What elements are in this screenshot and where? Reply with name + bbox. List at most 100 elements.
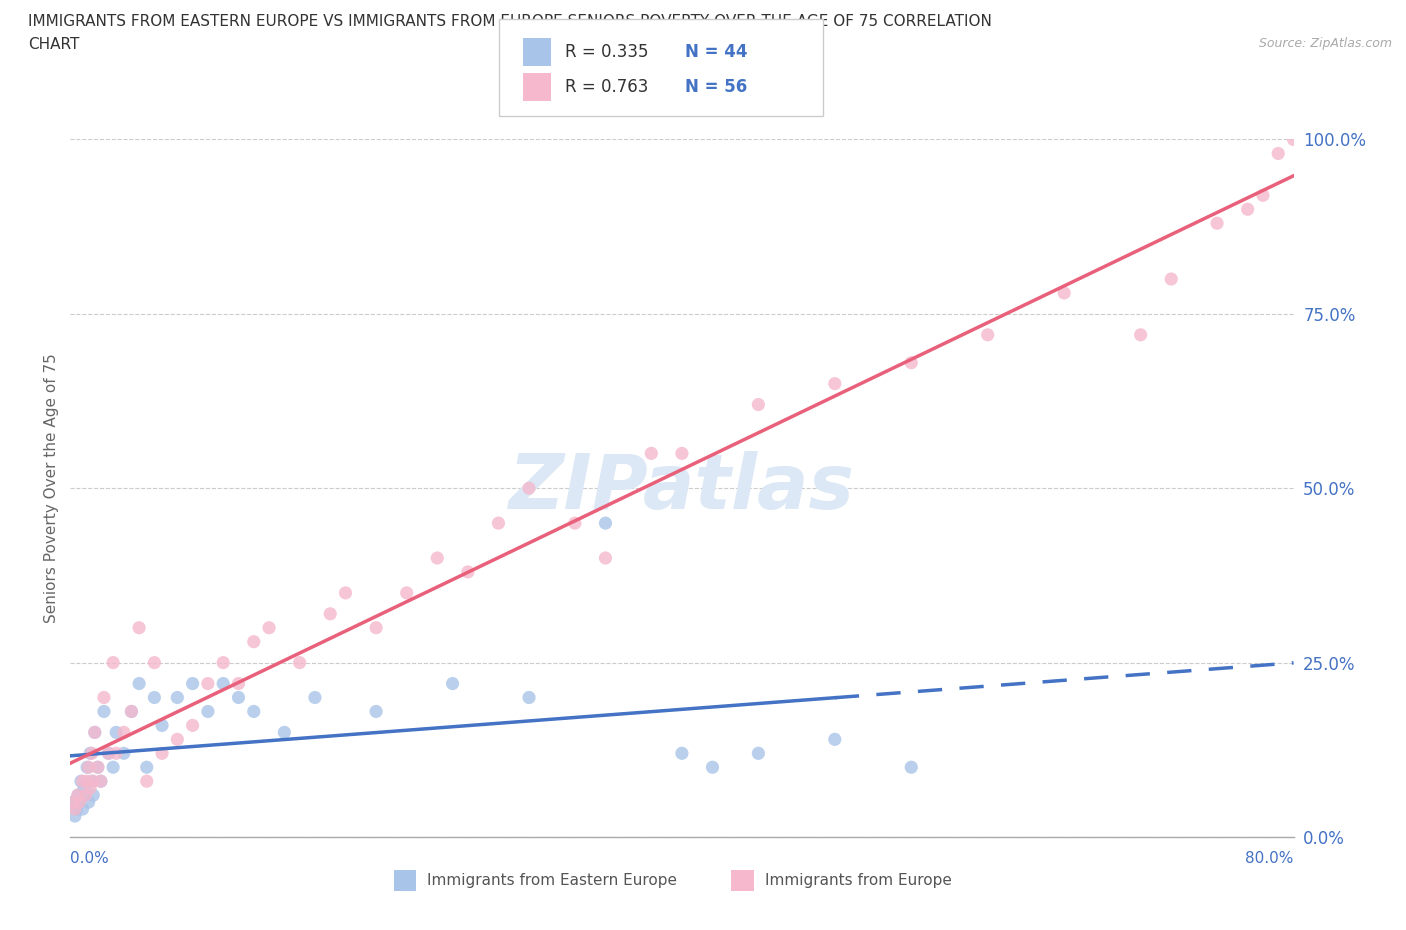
Point bbox=[105, 746, 128, 761]
Point bbox=[488, 515, 510, 530]
Point bbox=[143, 690, 166, 705]
Point bbox=[197, 704, 219, 719]
Point bbox=[143, 655, 166, 670]
Point bbox=[824, 732, 846, 747]
Point bbox=[62, 794, 84, 809]
Point bbox=[517, 690, 540, 705]
Point bbox=[1160, 272, 1182, 286]
Point bbox=[181, 718, 204, 733]
Point bbox=[335, 586, 357, 601]
Point bbox=[702, 760, 724, 775]
Point bbox=[1282, 132, 1305, 147]
Point bbox=[257, 620, 280, 635]
Text: R = 0.335: R = 0.335 bbox=[565, 44, 648, 61]
Point bbox=[83, 725, 105, 740]
Point bbox=[319, 606, 342, 621]
Point bbox=[212, 676, 235, 691]
Point bbox=[197, 676, 219, 691]
Point bbox=[181, 676, 204, 691]
Point bbox=[93, 690, 115, 705]
Point bbox=[77, 794, 100, 809]
Point bbox=[112, 725, 135, 740]
Point bbox=[101, 760, 124, 775]
Point bbox=[72, 774, 94, 789]
Point bbox=[66, 788, 89, 803]
Point bbox=[166, 690, 188, 705]
Point bbox=[517, 481, 540, 496]
Point bbox=[63, 809, 86, 824]
Point bbox=[80, 774, 103, 789]
Point bbox=[243, 634, 266, 649]
Point bbox=[166, 732, 188, 747]
Point bbox=[87, 760, 110, 775]
Text: Immigrants from Eastern Europe: Immigrants from Eastern Europe bbox=[427, 873, 678, 888]
Point bbox=[366, 704, 388, 719]
Point bbox=[87, 760, 110, 775]
Point bbox=[72, 802, 94, 817]
Point bbox=[273, 725, 295, 740]
Point bbox=[1267, 146, 1289, 161]
Point bbox=[1251, 188, 1274, 203]
Point bbox=[97, 746, 120, 761]
Point bbox=[70, 774, 93, 789]
Point bbox=[101, 655, 124, 670]
Text: CHART: CHART bbox=[28, 37, 80, 52]
Point bbox=[304, 690, 326, 705]
Point bbox=[671, 746, 693, 761]
Point bbox=[1053, 286, 1076, 300]
Point bbox=[564, 515, 586, 530]
Text: 0.0%: 0.0% bbox=[70, 851, 110, 866]
Point bbox=[93, 704, 115, 719]
Point bbox=[69, 794, 91, 809]
Point bbox=[595, 551, 617, 565]
Point bbox=[63, 802, 86, 817]
Text: IMMIGRANTS FROM EASTERN EUROPE VS IMMIGRANTS FROM EUROPE SENIORS POVERTY OVER TH: IMMIGRANTS FROM EASTERN EUROPE VS IMMIGR… bbox=[28, 14, 993, 29]
Point bbox=[747, 397, 769, 412]
Point bbox=[671, 446, 693, 461]
Point bbox=[66, 788, 89, 803]
Point bbox=[1129, 327, 1152, 342]
Text: N = 44: N = 44 bbox=[685, 44, 747, 61]
Point bbox=[976, 327, 998, 342]
Point bbox=[1206, 216, 1229, 231]
Point bbox=[79, 746, 101, 761]
Point bbox=[128, 676, 150, 691]
Point bbox=[105, 725, 128, 740]
Point bbox=[457, 565, 479, 579]
Point bbox=[62, 794, 84, 809]
Point bbox=[83, 725, 105, 740]
Point bbox=[1236, 202, 1258, 217]
Point bbox=[900, 760, 922, 775]
Point bbox=[366, 620, 388, 635]
Text: ZIPatlas: ZIPatlas bbox=[509, 451, 855, 525]
Point bbox=[82, 774, 104, 789]
Point bbox=[112, 746, 135, 761]
Text: N = 56: N = 56 bbox=[685, 78, 747, 96]
Point bbox=[65, 802, 87, 817]
Point bbox=[128, 620, 150, 635]
Point bbox=[82, 788, 104, 803]
Point bbox=[900, 355, 922, 370]
Point bbox=[595, 515, 617, 530]
Point bbox=[135, 774, 157, 789]
Point bbox=[75, 788, 97, 803]
Point bbox=[212, 655, 235, 670]
Text: Immigrants from Europe: Immigrants from Europe bbox=[765, 873, 952, 888]
Y-axis label: Seniors Poverty Over the Age of 75: Seniors Poverty Over the Age of 75 bbox=[44, 353, 59, 623]
Point bbox=[228, 676, 250, 691]
Point bbox=[426, 551, 449, 565]
Point bbox=[288, 655, 311, 670]
Point bbox=[441, 676, 464, 691]
Point bbox=[77, 760, 100, 775]
Point bbox=[243, 704, 266, 719]
Point bbox=[75, 788, 97, 803]
Point bbox=[90, 774, 112, 789]
Point bbox=[747, 746, 769, 761]
Point bbox=[90, 774, 112, 789]
Text: R = 0.763: R = 0.763 bbox=[565, 78, 648, 96]
Point bbox=[121, 704, 143, 719]
Point bbox=[73, 781, 96, 796]
Point bbox=[76, 760, 98, 775]
Point bbox=[150, 718, 173, 733]
Point bbox=[79, 781, 101, 796]
